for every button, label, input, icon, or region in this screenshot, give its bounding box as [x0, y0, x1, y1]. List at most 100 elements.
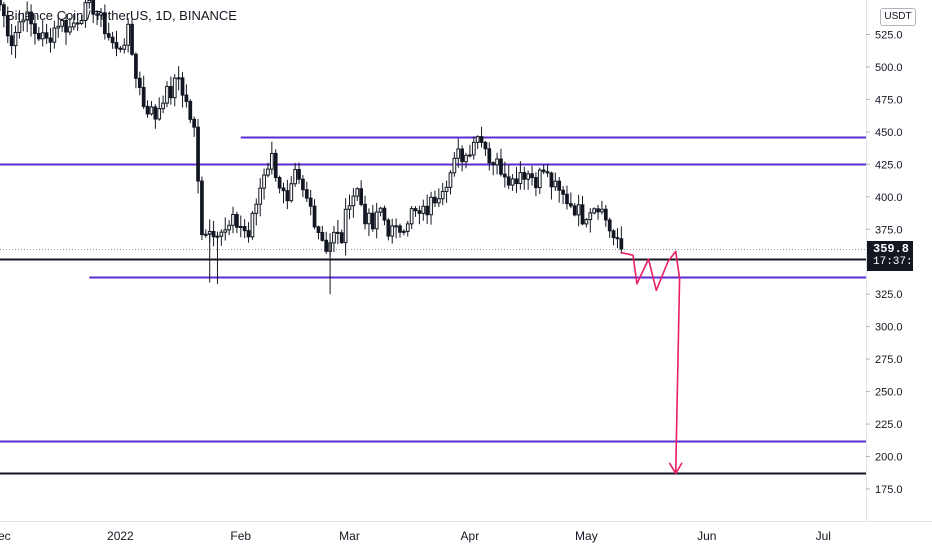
candle-body-down: [491, 162, 496, 166]
candle-body-down: [320, 231, 325, 241]
candle-body-down: [102, 12, 107, 35]
candle-body-down: [499, 158, 503, 175]
candle-body-up: [592, 208, 597, 214]
candle-body-up: [71, 22, 76, 28]
time-tick-label: Feb: [230, 529, 251, 543]
price-tick-label: 275.0: [875, 354, 903, 366]
time-tick-label: May: [575, 529, 598, 543]
candle-body-down: [487, 148, 492, 164]
candle-body-up: [176, 77, 181, 80]
candle-body-up: [238, 225, 243, 228]
candle-body-down: [200, 180, 204, 236]
candle-body-up: [165, 85, 169, 104]
candle-body-down: [145, 105, 150, 115]
candle-body-down: [235, 213, 239, 228]
price-tick-label: 225.0: [875, 419, 903, 431]
candle-body-down: [417, 210, 422, 214]
candle-body-down: [522, 172, 527, 180]
candle-body-up: [405, 223, 410, 232]
candle-body-down: [316, 226, 321, 233]
candle-body-down: [565, 193, 569, 205]
currency-badge[interactable]: USDT: [880, 8, 916, 26]
last-price-value: 359.8: [873, 242, 910, 256]
candle-body-down: [619, 238, 624, 250]
price-tick-label: 250.0: [875, 387, 903, 399]
candle-body-down: [110, 36, 115, 44]
candle-body-up: [25, 11, 30, 21]
candle-body-down: [514, 178, 519, 185]
candle-body-down: [192, 118, 197, 128]
candle-body-up: [347, 205, 352, 210]
candle-body-up: [495, 158, 499, 166]
candle-body-down: [425, 205, 430, 216]
time-tick-label: Dec: [0, 529, 11, 543]
candle-body-up: [79, 20, 84, 24]
candle-body-up: [21, 19, 26, 23]
candle-body-up: [553, 180, 558, 188]
projection-arrow-path: [620, 250, 681, 475]
candle-body-up: [172, 77, 177, 99]
candle-body-up: [83, 2, 88, 22]
last-price-badge: 359.8 17:37:54: [867, 241, 926, 271]
candle-body-down: [29, 11, 33, 25]
candle-body-down: [242, 225, 247, 232]
candle-body-down: [36, 32, 41, 40]
candle-body-down: [297, 169, 301, 180]
candle-body-down: [398, 225, 402, 233]
time-tick-label: Apr: [461, 529, 480, 543]
candle-body-down: [534, 177, 538, 189]
candle-body-down: [557, 180, 562, 191]
candle-body-down: [545, 171, 550, 174]
candle-body-up: [56, 25, 61, 29]
candle-body-up: [269, 152, 274, 170]
candle-body-up: [464, 154, 468, 163]
candle-body-down: [506, 176, 511, 186]
candle-body-down: [479, 136, 484, 143]
candle-body-down: [324, 239, 329, 252]
candle-body-up: [374, 211, 379, 230]
candle-body-down: [304, 189, 309, 199]
candle-body-down: [91, 0, 96, 15]
candle-body-down: [561, 189, 565, 195]
candle-body-up: [122, 44, 127, 50]
price-tick-label: 375.0: [875, 224, 903, 236]
candle-body-down: [153, 106, 158, 120]
candle-body-down: [339, 232, 344, 244]
candle-body-up: [600, 208, 604, 213]
candle-body-up: [223, 229, 228, 233]
price-axis[interactable]: 525.0500.0475.0450.0425.0400.0375.0350.0…: [866, 29, 903, 496]
candle-body-down: [169, 85, 173, 99]
candle-body-up: [149, 106, 154, 115]
candle-body-up: [576, 204, 581, 216]
price-tick-label: 325.0: [875, 289, 903, 301]
candle-body-down: [615, 237, 620, 240]
candle-body-down: [312, 205, 317, 228]
candle-body-down: [611, 230, 616, 239]
candle-body-up: [456, 148, 461, 159]
candle-body-down: [277, 177, 282, 189]
price-tick-label: 400.0: [875, 192, 903, 204]
horizontal-levels: [0, 136, 866, 475]
price-tick-label: 175.0: [875, 484, 903, 496]
candle-body-down: [541, 169, 546, 173]
candle-body-down: [184, 94, 189, 102]
candle-body-down: [141, 87, 146, 107]
candle-body-down: [137, 77, 142, 89]
candle-body-down: [460, 148, 464, 163]
candle-body-down: [95, 13, 99, 16]
candle-body-up: [266, 168, 270, 176]
candle-body-down: [433, 196, 437, 204]
candle-body-down: [335, 231, 340, 234]
candle-body-down: [370, 212, 375, 230]
candle-body-up: [471, 141, 476, 156]
candle-body-down: [48, 37, 53, 43]
candle-body-down: [382, 207, 387, 221]
candle-body-up: [60, 20, 64, 27]
candle-body-down: [572, 205, 577, 216]
time-axis[interactable]: Dec 2022 Feb Mar Apr May Jun Jul: [0, 529, 831, 543]
candle-body-up: [421, 205, 426, 214]
candle-body-down: [2, 4, 6, 17]
candle-body-down: [273, 152, 278, 179]
time-tick-label: Mar: [339, 529, 360, 543]
